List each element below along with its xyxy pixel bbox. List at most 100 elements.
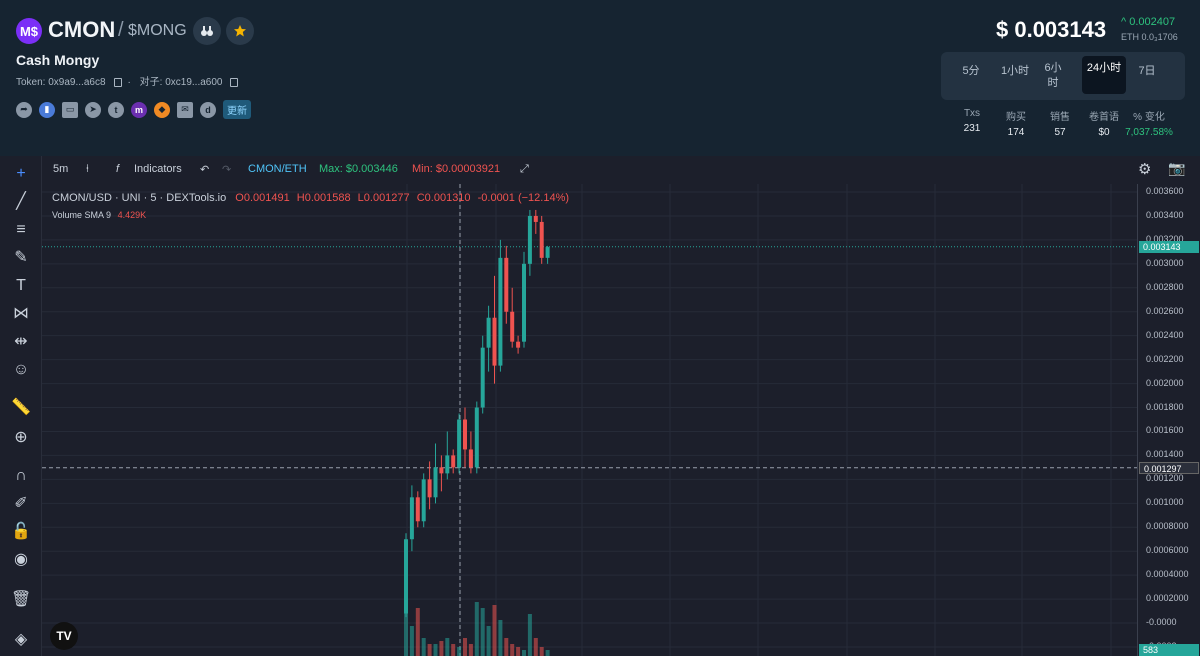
- candle-body: [468, 449, 473, 468]
- redo-icon[interactable]: ↷: [222, 164, 232, 176]
- binoculars-icon[interactable]: [193, 17, 221, 45]
- volume-bar: [492, 605, 497, 656]
- tab-5m[interactable]: 5分: [962, 65, 980, 77]
- candle-body: [522, 263, 526, 342]
- volume-bar: [527, 614, 532, 656]
- update-badge[interactable]: 更新: [223, 100, 251, 119]
- volume-bar: [463, 638, 467, 656]
- token-symbol: CMON: [48, 17, 116, 42]
- tab-24h[interactable]: 24小时: [1082, 56, 1126, 94]
- y-tick-label: 0.002600: [1146, 305, 1184, 316]
- candle-body: [439, 467, 444, 474]
- candlestick-chart[interactable]: [42, 184, 1137, 656]
- stat-sells: 销售 57: [1050, 112, 1070, 138]
- text-icon[interactable]: T: [16, 277, 26, 294]
- token-ticker: $MONG: [128, 22, 187, 39]
- candle-body: [404, 539, 408, 614]
- min-price: Min: $0.00003921: [412, 163, 501, 175]
- eye-icon[interactable]: ◉: [14, 551, 28, 568]
- zoom-icon[interactable]: ⊕: [14, 429, 28, 446]
- favorite-star-icon[interactable]: [226, 17, 254, 45]
- y-tick-label: 0.001800: [1146, 401, 1184, 412]
- magnet-icon[interactable]: ∩: [15, 467, 27, 484]
- y-tick-label: 0.001600: [1146, 425, 1184, 436]
- pair-toggle[interactable]: CMON/ETH: [248, 163, 307, 175]
- discord-icon[interactable]: d: [200, 101, 216, 118]
- stat-buys: 购买 174: [1006, 112, 1026, 138]
- candle-body: [409, 497, 414, 540]
- volume-bar: [486, 626, 491, 656]
- tab-7d[interactable]: 7日: [1138, 65, 1156, 77]
- twitter-icon[interactable]: t: [108, 101, 124, 118]
- metamask-icon[interactable]: ◆: [154, 101, 170, 118]
- fullscreen-icon[interactable]: ⤢: [520, 163, 529, 175]
- candle-body: [533, 215, 538, 222]
- lock-drawing-icon[interactable]: ✐: [14, 495, 28, 512]
- tab-6h[interactable]: 6小时: [1044, 62, 1062, 89]
- volume-bar: [522, 650, 526, 656]
- email-icon[interactable]: ✉: [177, 101, 193, 118]
- trendline-icon[interactable]: ╱: [16, 193, 26, 210]
- candle-body: [545, 247, 550, 258]
- chart-area: + ╱ ≡ ✎ T ⋈ ⇹ ☺ 📏 ⊕ ∩ ✐ 🔓 ◉ 🗑 ◈ 5m ⍿ f I…: [0, 156, 1200, 656]
- fib-icon[interactable]: ≡: [16, 221, 26, 238]
- last-price-label: 0.003143: [1139, 240, 1199, 253]
- share-icon[interactable]: ➦: [16, 101, 32, 118]
- telegram-icon[interactable]: ➤: [85, 101, 101, 118]
- layers-icon[interactable]: ◈: [14, 631, 28, 648]
- volume-bar: [451, 644, 456, 656]
- price-axis[interactable]: 0.003600 0.003400 0.003200 0.003000 0.002800…: [1137, 184, 1200, 656]
- interval-button[interactable]: 5m: [53, 163, 69, 175]
- ruler-icon[interactable]: 📏: [11, 399, 31, 416]
- legend-close: C0.001310: [416, 192, 471, 204]
- tab-1h[interactable]: 1小时: [1000, 65, 1030, 77]
- website-icon[interactable]: ▭: [62, 101, 78, 118]
- candle-body: [510, 311, 515, 342]
- copy-pair-icon[interactable]: [230, 77, 239, 87]
- volume-bar: [539, 647, 544, 656]
- stat-txs: Txs 231: [963, 108, 981, 134]
- volume-label: Volume SMA 9: [52, 210, 112, 220]
- y-tick-label: 0.002800: [1146, 281, 1184, 292]
- volume-bar: [457, 647, 462, 656]
- legend-change: -0.0001 (−12.14%): [477, 192, 570, 204]
- stat-volume: 卷首语 $0: [1089, 112, 1119, 138]
- candle-type-icon[interactable]: ⍿: [86, 163, 89, 175]
- y-tick-label: 0.001200: [1146, 473, 1184, 484]
- volume-bar: [468, 644, 473, 656]
- volume-value: 4.429K: [117, 210, 147, 220]
- lock-icon[interactable]: 🔓: [11, 523, 31, 540]
- chart-icon[interactable]: ▮: [39, 101, 55, 118]
- volume-bar: [504, 638, 509, 656]
- token-address: Token: 0x9a9...a6c8: [16, 77, 106, 88]
- candle-body: [463, 419, 467, 450]
- crosshair-icon[interactable]: +: [16, 165, 26, 182]
- pattern-icon[interactable]: ⋈: [13, 305, 29, 322]
- settings-gear-icon[interactable]: ⚙: [1138, 161, 1152, 178]
- volume-bar: [439, 641, 444, 656]
- token-header: M$ CMON / $MONG Cash Mongy Token: 0x9a9.…: [0, 0, 1200, 156]
- y-tick-label: 0.0006000: [1146, 545, 1189, 556]
- volume-legend: Volume SMA 9 4.429K: [52, 210, 146, 220]
- legend-low: L0.001277: [357, 192, 410, 204]
- coin-icon[interactable]: m: [131, 101, 147, 118]
- social-links: ➦ ▮ ▭ ➤ t m ◆ ✉ d 更新: [16, 100, 251, 119]
- y-tick-label: 0.002400: [1146, 329, 1184, 340]
- y-tick-label: 0.0008000: [1146, 521, 1189, 532]
- camera-icon[interactable]: 📷: [1168, 160, 1186, 176]
- trash-icon[interactable]: 🗑: [11, 591, 32, 608]
- y-tick-label: 0.0002000: [1146, 593, 1189, 604]
- measure-range-icon[interactable]: ⇹: [14, 333, 28, 350]
- token-logo: M$: [16, 18, 42, 44]
- copy-token-icon[interactable]: [113, 77, 122, 87]
- emoji-icon[interactable]: ☺: [12, 361, 30, 378]
- y-tick-label: 0.002000: [1146, 377, 1184, 388]
- y-tick-label: 0.002200: [1146, 353, 1184, 364]
- indicators-button[interactable]: Indicators: [134, 163, 182, 175]
- symbol-separator: /: [118, 19, 124, 41]
- legend-open: O0.001491: [235, 192, 290, 204]
- candle-body: [445, 455, 450, 474]
- undo-icon[interactable]: ↶: [200, 164, 210, 176]
- indicators-icon[interactable]: f: [116, 163, 120, 175]
- brush-icon[interactable]: ✎: [14, 249, 28, 266]
